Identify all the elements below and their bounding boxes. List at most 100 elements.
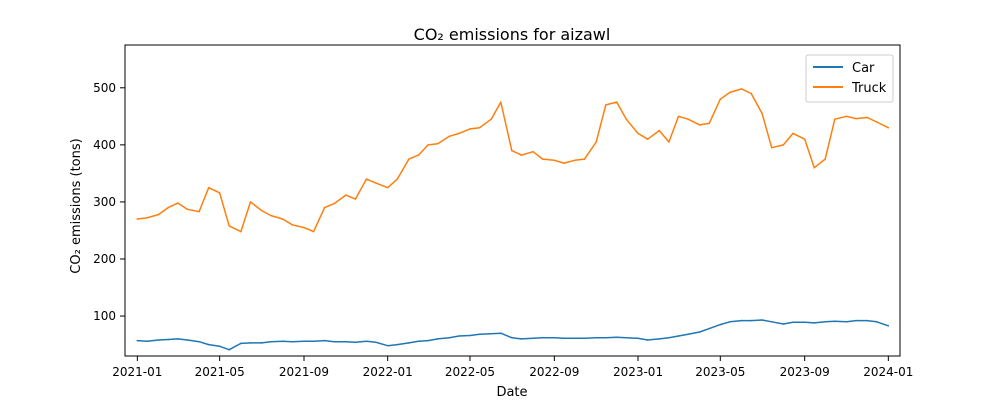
data-point-truck xyxy=(687,118,689,120)
data-point-truck xyxy=(740,88,743,90)
y-tick-label: 300 xyxy=(93,195,116,209)
data-point-car xyxy=(303,340,305,343)
data-point-car xyxy=(541,336,544,339)
data-point-truck xyxy=(750,92,752,95)
y-tick-label: 400 xyxy=(93,138,116,152)
data-point-truck xyxy=(218,192,221,194)
data-point-truck xyxy=(677,115,680,118)
data-point-truck xyxy=(782,144,785,146)
data-point-car xyxy=(866,319,868,322)
data-point-car xyxy=(637,337,639,340)
data-point-car xyxy=(448,336,451,339)
data-point-truck xyxy=(719,98,722,100)
data-point-truck xyxy=(511,149,513,152)
data-point-truck xyxy=(605,104,607,106)
data-point-truck xyxy=(625,118,628,120)
x-tick-label: 2021-09 xyxy=(279,365,329,379)
data-point-truck xyxy=(458,132,460,135)
data-point-truck xyxy=(553,159,556,162)
data-point-car xyxy=(146,340,148,343)
data-point-car xyxy=(312,340,315,343)
data-point-car xyxy=(408,342,410,344)
data-point-truck xyxy=(803,138,806,140)
data-point-truck xyxy=(333,202,336,205)
data-point-truck xyxy=(478,126,481,129)
data-point-truck xyxy=(770,146,773,149)
data-point-truck xyxy=(761,112,763,115)
data-point-car xyxy=(207,343,210,346)
data-point-car xyxy=(186,339,189,341)
data-point-truck xyxy=(834,118,836,120)
data-point-truck xyxy=(875,121,878,123)
y-tick-label: 500 xyxy=(93,81,116,95)
data-point-truck xyxy=(866,116,868,119)
data-point-truck xyxy=(375,182,377,184)
x-tick-label: 2022-01 xyxy=(363,365,413,379)
data-point-car xyxy=(345,340,347,343)
data-point-truck xyxy=(270,214,272,217)
data-point-car xyxy=(698,331,701,333)
data-point-car xyxy=(770,321,773,323)
data-point-car xyxy=(677,335,680,337)
data-point-car xyxy=(167,338,169,341)
data-point-truck xyxy=(291,224,294,226)
data-point-car xyxy=(782,323,785,325)
data-point-truck xyxy=(228,225,230,227)
data-point-truck xyxy=(240,230,242,233)
legend-label-truck: Truck xyxy=(851,81,887,96)
x-tick-label: 2022-05 xyxy=(445,365,495,379)
data-point-truck xyxy=(887,126,890,129)
data-point-car xyxy=(615,336,618,339)
data-point-car xyxy=(658,338,661,340)
plot-area-frame xyxy=(124,44,901,357)
data-point-truck xyxy=(207,186,210,189)
data-point-car xyxy=(520,338,523,340)
data-point-truck xyxy=(541,158,544,160)
data-point-car xyxy=(198,340,200,343)
data-point-car xyxy=(386,344,389,347)
data-point-truck xyxy=(365,178,368,180)
data-point-truck xyxy=(345,194,347,196)
data-point-car xyxy=(228,348,230,351)
data-point-truck xyxy=(303,226,305,229)
data-point-truck xyxy=(792,132,794,135)
data-point-car xyxy=(687,333,689,336)
data-point-truck xyxy=(186,208,189,211)
data-point-truck xyxy=(845,115,848,118)
data-point-truck xyxy=(146,217,148,219)
data-point-truck xyxy=(417,154,420,156)
data-point-truck xyxy=(855,117,857,120)
data-point-car xyxy=(887,325,890,327)
chart-title: CO₂ emissions for aizawl xyxy=(414,25,611,44)
data-point-car xyxy=(583,337,586,340)
data-point-truck xyxy=(595,141,597,143)
data-point-car xyxy=(478,333,481,336)
data-point-truck xyxy=(490,118,493,120)
series-lines xyxy=(136,88,890,351)
data-point-truck xyxy=(729,91,731,94)
data-point-truck xyxy=(574,159,576,162)
data-point-car xyxy=(574,337,576,340)
data-point-truck xyxy=(583,158,586,160)
data-point-car xyxy=(719,323,722,326)
data-point-truck xyxy=(469,128,471,130)
data-point-car xyxy=(218,345,221,348)
data-point-car xyxy=(323,339,326,342)
data-point-car xyxy=(646,339,649,341)
y-tick-label: 100 xyxy=(93,309,116,323)
data-point-car xyxy=(803,321,806,324)
legend-label-car: Car xyxy=(852,61,875,76)
x-tick-label: 2021-01 xyxy=(112,365,162,379)
x-tick-label: 2021-05 xyxy=(195,365,245,379)
data-point-car xyxy=(761,319,763,321)
y-axis-label: CO₂ emissions (tons) xyxy=(69,138,84,273)
data-point-truck xyxy=(824,158,826,160)
data-point-truck xyxy=(615,101,618,103)
data-point-car xyxy=(291,340,294,343)
data-point-car xyxy=(625,336,628,339)
data-point-truck xyxy=(637,132,639,135)
data-point-car xyxy=(436,338,439,340)
data-point-truck xyxy=(354,198,357,200)
x-axis-label: Date xyxy=(496,385,527,400)
